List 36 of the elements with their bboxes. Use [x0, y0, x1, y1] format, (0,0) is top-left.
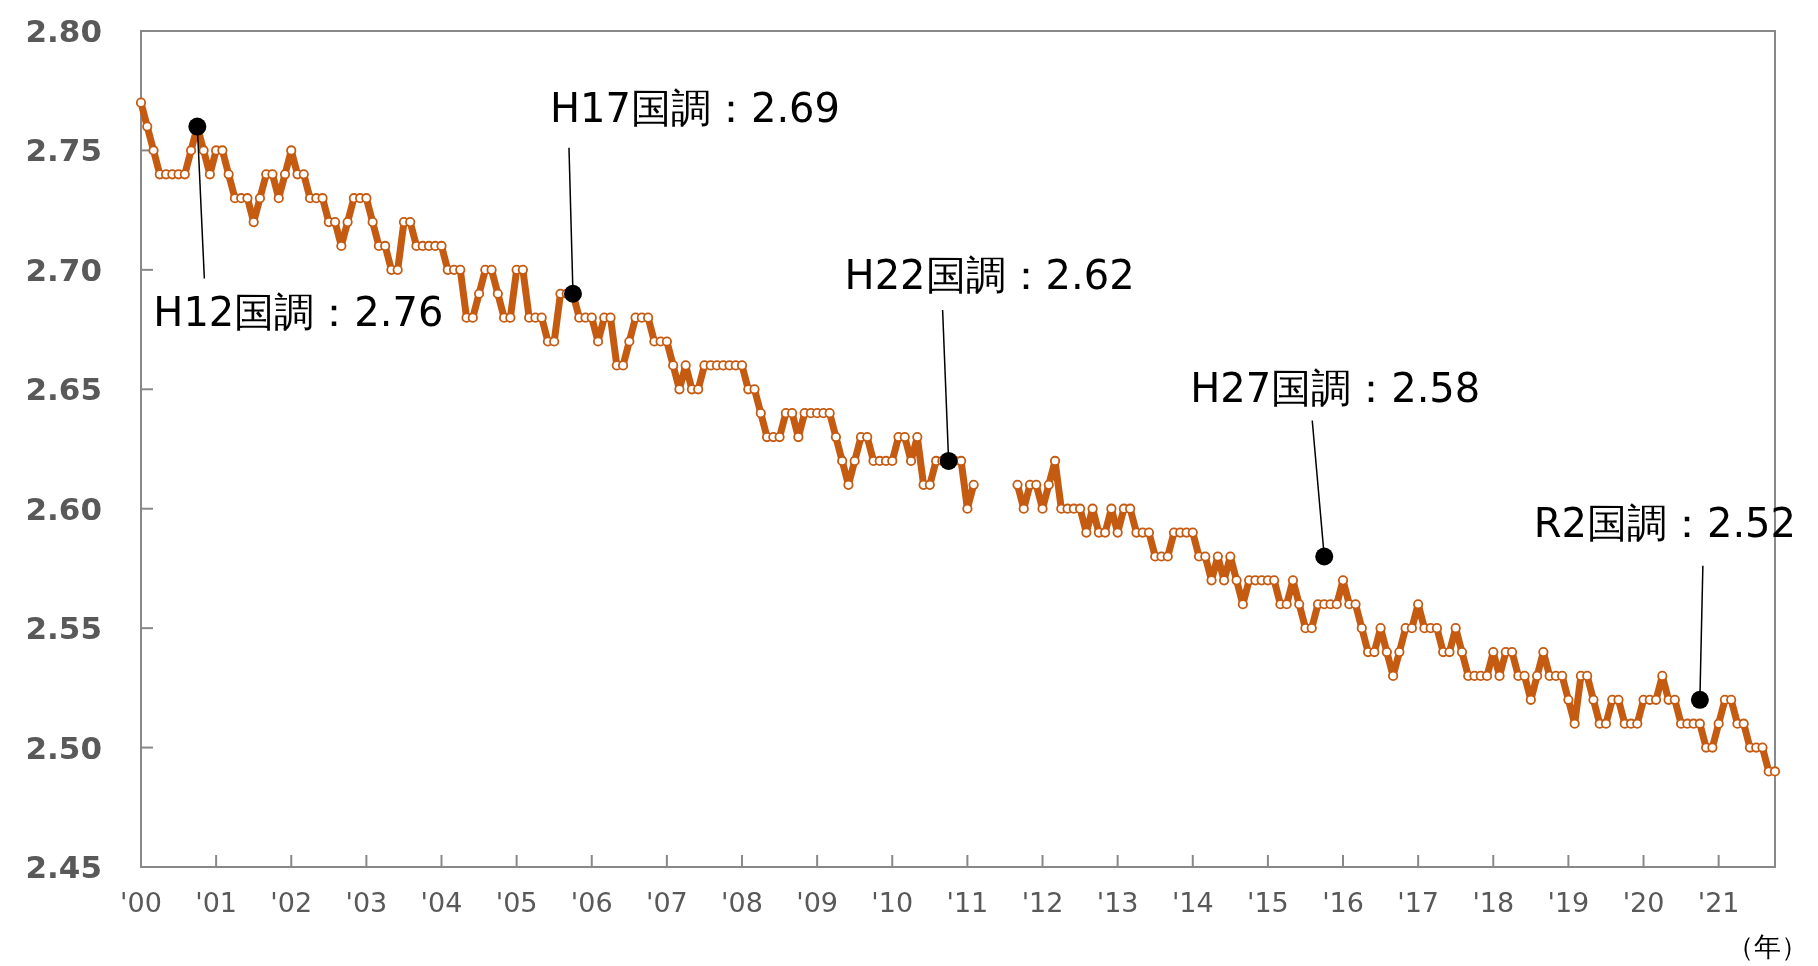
annotation: H12国調：2.76	[153, 288, 444, 335]
xtick: '15	[1247, 887, 1289, 918]
xtick: '05	[495, 887, 538, 918]
xtick: '09	[796, 887, 839, 918]
xtick: '19	[1547, 887, 1590, 918]
xlabel: （年）	[1727, 931, 1808, 962]
xtick: '16	[1322, 887, 1364, 918]
xtick: '14	[1171, 887, 1214, 918]
annotation: H22国調：2.62	[844, 251, 1135, 298]
ytick: 2.80	[25, 13, 102, 49]
xtick: '10	[871, 887, 914, 918]
annotation: H17国調：2.69	[549, 84, 840, 131]
xtick: '12	[1021, 887, 1064, 918]
ytick: 2.50	[25, 729, 102, 766]
xtick: '00	[120, 887, 162, 918]
xtick: '07	[646, 887, 688, 918]
ytick: 2.65	[25, 371, 102, 408]
xtick: '17	[1397, 887, 1440, 918]
xtick: '03	[345, 887, 388, 918]
ytick: 2.70	[25, 251, 102, 288]
xtick: '01	[195, 887, 237, 918]
xtick: '18	[1472, 887, 1515, 918]
xtick: '04	[420, 887, 463, 918]
xtick: '21	[1697, 887, 1740, 918]
ytick: 2.55	[25, 610, 102, 647]
annotation: R2国調：2.52	[1533, 499, 1797, 546]
annotation: H27国調：2.58	[1190, 365, 1481, 412]
xtick: '20	[1622, 887, 1665, 918]
ytick: 2.60	[25, 490, 102, 527]
xtick: '08	[721, 887, 763, 918]
xtick: '02	[270, 887, 313, 918]
xtick: '11	[946, 887, 989, 918]
ytick: 2.75	[25, 132, 102, 169]
ytick: 2.45	[25, 849, 102, 885]
xtick: '13	[1096, 887, 1139, 918]
xtick: '06	[570, 887, 613, 918]
